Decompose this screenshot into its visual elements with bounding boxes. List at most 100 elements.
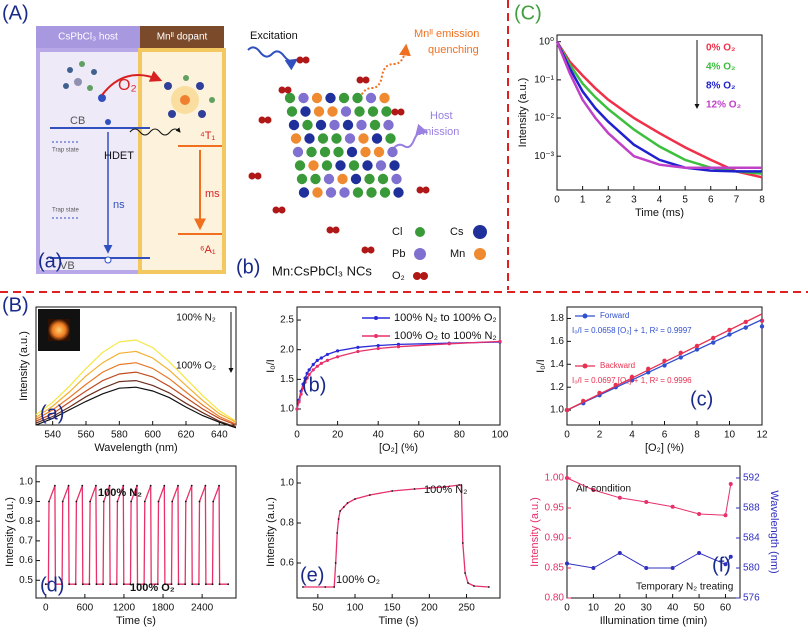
y-tick-label: 1.8 — [550, 313, 564, 324]
lattice-atom — [327, 106, 338, 117]
atom — [209, 97, 215, 103]
data-point — [325, 352, 330, 357]
data-point — [48, 500, 50, 503]
x-tick-label: 0 — [554, 195, 560, 206]
y-axis-label: Intensity (a.u.) — [4, 497, 16, 567]
o2-molecule — [361, 246, 369, 254]
panel-label: (A) — [2, 2, 29, 24]
atom — [67, 67, 73, 73]
lattice-atom — [348, 160, 360, 171]
lattice-atom — [375, 160, 387, 171]
legend-text: Mn — [450, 248, 465, 260]
panel-label: (c) — [690, 388, 713, 410]
y-tick-label: 1.00 — [545, 473, 565, 484]
series-line — [555, 41, 762, 173]
x-tick-label: 0 — [294, 430, 300, 441]
fit-line — [566, 313, 763, 411]
y-tick-label: 0.9 — [19, 496, 33, 507]
data-point — [198, 500, 201, 503]
data-point — [68, 583, 70, 586]
data-point — [591, 488, 596, 492]
data-point — [122, 484, 125, 487]
panel-label: (f) — [712, 554, 731, 576]
lattice-atom — [387, 146, 398, 158]
data-point — [464, 572, 466, 574]
data-point — [723, 513, 728, 518]
legend-entry: 12% O₂ — [706, 100, 741, 111]
y-tick-label: 0.7 — [19, 536, 33, 547]
lattice-atom — [290, 133, 302, 144]
x-tick-label: 8 — [694, 430, 700, 441]
y-tick-label: 10⁻¹ — [534, 75, 554, 86]
data-point — [130, 500, 133, 503]
legend-text: Pb — [392, 248, 405, 260]
lattice-atom — [321, 160, 333, 171]
lattice-atom — [310, 173, 321, 185]
data-point — [391, 490, 394, 492]
data-point — [177, 583, 180, 586]
o2-molecule — [296, 56, 304, 64]
lattice-atom — [298, 92, 309, 104]
x-tick-label: 150 — [384, 603, 401, 614]
data-point — [336, 349, 340, 353]
legend-dot — [413, 272, 421, 280]
data-point — [447, 342, 451, 346]
lattice-atom — [366, 187, 377, 198]
data-point — [218, 583, 221, 586]
data-point — [95, 583, 98, 586]
header-box — [36, 26, 140, 48]
lattice-atom — [325, 187, 337, 198]
data-point — [143, 583, 146, 586]
data-point — [54, 583, 57, 586]
annotation: 100% O₂ — [336, 574, 380, 586]
x-tick-label: 600 — [77, 603, 94, 614]
data-point — [443, 486, 446, 488]
lattice-atom — [391, 173, 402, 185]
data-point — [44, 583, 47, 586]
x-tick-label: 10 — [588, 603, 600, 614]
data-point — [170, 583, 173, 586]
x-tick-label: 20 — [332, 430, 344, 441]
data-point — [376, 343, 380, 348]
x-tick-label: 100 — [347, 603, 364, 614]
data-point — [670, 504, 675, 509]
o2-molecule — [258, 116, 266, 124]
lattice-atom — [284, 92, 296, 104]
data-point — [149, 484, 152, 487]
legend-entry: 4% O₂ — [706, 62, 735, 73]
lattice-atom — [360, 146, 371, 158]
series-line — [555, 41, 762, 169]
x-tick-label: 50 — [312, 603, 324, 614]
data-point — [428, 487, 431, 489]
lattice-atom — [340, 106, 352, 117]
arrow — [101, 70, 163, 96]
annotation: 100% N₂ — [424, 484, 467, 496]
o2-label: O₂ — [118, 77, 137, 94]
plot-frame — [35, 465, 237, 599]
o2-molecule — [248, 172, 256, 180]
y2-tick-label: 588 — [743, 503, 760, 514]
data-point — [311, 362, 315, 367]
y-tick-label: 0.95 — [545, 503, 565, 514]
legend-text: Cl — [392, 226, 402, 238]
transfer-arrow — [129, 127, 181, 136]
x-tick-label: 1800 — [152, 603, 175, 614]
x-tick-label: 50 — [693, 603, 705, 614]
fit-line — [566, 319, 763, 411]
data-point — [644, 566, 649, 570]
data-point — [88, 583, 91, 586]
legend-entry: 8% O₂ — [706, 81, 735, 92]
y-tick-label: 0.90 — [545, 533, 565, 544]
atom — [91, 69, 97, 75]
lattice-atom — [393, 187, 404, 198]
lattice-atom — [389, 160, 400, 171]
hdet-label: HDET — [104, 150, 134, 162]
x-tick-label: 0 — [43, 603, 49, 614]
lattice-atom — [325, 92, 336, 104]
legend-entry: 100% N₂ to 100% O₂ — [394, 312, 497, 324]
data-point — [150, 583, 153, 586]
data-point — [157, 500, 160, 503]
y-tick-label: 1.0 — [280, 478, 294, 489]
data-point — [299, 392, 303, 396]
o2-molecule — [397, 108, 405, 116]
